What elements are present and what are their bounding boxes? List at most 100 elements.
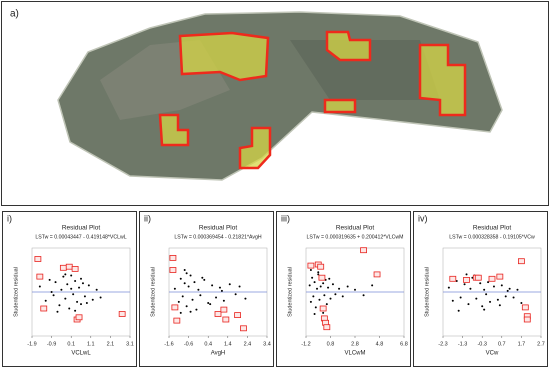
outlier-point (240, 325, 247, 332)
residual-point (475, 297, 478, 300)
x-tick-label: -1.9 (27, 341, 36, 347)
panel-label: iv) (418, 213, 428, 223)
x-tick-label: -1.2 (301, 341, 310, 347)
x-axis-label: VCw (486, 351, 499, 357)
residual-point (371, 284, 374, 287)
residual-point (74, 309, 77, 312)
residual-point (481, 305, 484, 308)
outlier-point (75, 314, 83, 321)
x-tick-label: 6.8 (400, 341, 408, 347)
residual-point (309, 269, 312, 271)
x-tick-label: 2.8 (351, 341, 359, 347)
panel-frame (276, 211, 411, 367)
outlier-point (449, 275, 457, 282)
plot-title: Residual Plot (336, 225, 374, 232)
residual-point (62, 275, 65, 278)
x-axis-label: AvgH (211, 351, 226, 357)
residual-point (209, 303, 212, 306)
outlier-point (36, 273, 44, 280)
residual-point (60, 288, 63, 291)
outlier-point (360, 247, 367, 254)
residual-point (313, 281, 316, 284)
green-zone (158, 113, 190, 147)
residual-point (508, 287, 511, 290)
x-tick-label: -0.3 (477, 341, 486, 347)
residual-point (66, 283, 69, 286)
outlier-point (118, 311, 126, 317)
residual-point (457, 309, 460, 312)
residual-point (520, 302, 523, 304)
residual-point (317, 271, 320, 274)
residual-point (74, 280, 77, 282)
outlier-point (59, 264, 67, 271)
outlier-point (220, 306, 228, 313)
residual-point (451, 299, 454, 302)
residual-point (487, 281, 490, 284)
green-zone (323, 98, 357, 114)
residual-point (85, 302, 88, 304)
residual-point (469, 287, 472, 290)
green-zone (178, 31, 270, 82)
residual-point (50, 291, 53, 293)
residual-point (189, 310, 192, 313)
residual-point (185, 272, 188, 275)
x-tick-label: -0.6 (184, 341, 193, 347)
outlier-point (34, 256, 42, 262)
outlier-point (171, 304, 179, 311)
residual-point (479, 282, 482, 285)
residual-point (228, 283, 231, 286)
residual-point (187, 285, 190, 288)
x-tick-label: 1.7 (518, 341, 526, 347)
y-axis-label: Studentized residual (13, 267, 19, 317)
residual-point (193, 281, 196, 284)
residual-point (58, 304, 61, 307)
outlier-point (169, 254, 177, 261)
plot-title: Residual Plot (199, 225, 237, 232)
residual-point (346, 285, 349, 288)
x-tick-label: 0.4 (204, 341, 212, 347)
residual-point (183, 269, 186, 271)
outlier-point (317, 263, 325, 270)
residual-point (185, 305, 188, 308)
green-zone (418, 43, 467, 117)
urban-texture (290, 40, 440, 100)
residual-point (78, 286, 81, 289)
residual-point (516, 288, 519, 291)
plot-subtitle: LSTw = 0.00043447 - 0.419148*VCLwL (35, 234, 126, 240)
residual-point (201, 276, 204, 279)
residual-point (325, 303, 328, 306)
residual-point (459, 296, 462, 299)
plot-subtitle: LSTw = 0.000328358 - 0.19105*VCw (449, 234, 535, 240)
outlier-point (234, 312, 242, 319)
outlier-point (323, 324, 331, 331)
residual-point (72, 293, 75, 296)
panel-frame (2, 211, 137, 367)
residual-point (91, 298, 94, 301)
residual-point (215, 296, 218, 299)
panel-label: i) (7, 213, 12, 223)
plot-title: Residual Plot (473, 225, 511, 232)
outlier-point (373, 271, 381, 278)
residual-point (329, 297, 332, 300)
outlier-point (307, 262, 315, 269)
residual-point (512, 296, 515, 299)
residual-point (81, 282, 84, 285)
outlier-point (319, 305, 327, 312)
y-axis-label: Studentized residual (424, 267, 430, 317)
aerial-map (57, 11, 503, 181)
residual-point (492, 285, 495, 288)
residual-point (68, 307, 71, 310)
residual-point (211, 284, 214, 287)
residual-point (322, 311, 325, 314)
residual-point (80, 303, 82, 306)
residual-point (471, 276, 474, 279)
residual-point (203, 278, 206, 281)
residual-point (95, 288, 98, 291)
outlier-point (169, 267, 177, 273)
residual-point (316, 287, 319, 290)
residual-point (52, 294, 55, 297)
residual-point (189, 274, 192, 277)
residual-point (76, 300, 79, 303)
residual-point (463, 283, 466, 286)
panel-frame (139, 211, 274, 367)
